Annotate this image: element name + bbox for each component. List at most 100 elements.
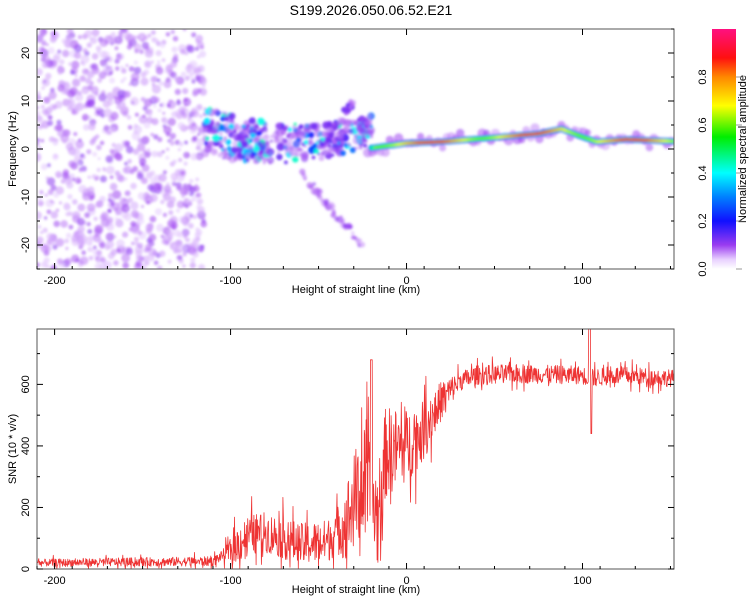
spectrogram-cell [56, 258, 64, 265]
spectrogram-cell [75, 139, 84, 149]
spectrogram-cell [42, 227, 48, 233]
spectrogram-cell [68, 224, 74, 230]
spectrogram-cell [182, 87, 189, 95]
spectrogram-cell [422, 141, 425, 144]
spectrogram-cell [95, 201, 102, 208]
spectrogram-cell [47, 47, 55, 54]
spectrogram-cell [114, 152, 123, 161]
spectrogram-cell [141, 135, 150, 144]
spectrogram-cell [149, 177, 156, 184]
spectrogram-cell [121, 29, 129, 33]
spectrogram-cell [191, 239, 200, 248]
spectrogram-cell [159, 81, 164, 86]
spectrogram-cell [75, 93, 84, 102]
spectrogram-cell [143, 260, 150, 266]
spectrogram-cell [65, 232, 72, 239]
spectrogram-cell [344, 130, 348, 135]
spectrogram-cell [87, 246, 93, 252]
spectrogram-cell [436, 140, 440, 144]
spectrogram-cell [183, 197, 191, 205]
spectrogram-cell [119, 197, 125, 203]
spectrogram-cell [92, 234, 102, 243]
spectrogram-cell [100, 257, 106, 264]
spectrogram-cell [326, 132, 330, 136]
spectrogram-cell [37, 211, 42, 220]
spectrogram-cell [398, 142, 402, 146]
spectrogram-cell [456, 128, 465, 138]
spectrogram-cell [167, 259, 172, 264]
spectrogram-cell [87, 229, 93, 234]
spectrogram-cell [96, 250, 102, 256]
spectrogram-cell [116, 104, 122, 110]
spectrogram-cell [633, 138, 636, 142]
spectrogram-cell [354, 236, 358, 240]
spectrogram-cell [536, 132, 539, 136]
spectrogram-cell [504, 135, 508, 138]
x-tick-label: -200 [44, 575, 66, 587]
spectrogram-cell [71, 211, 81, 220]
spectrogram-cell [212, 108, 220, 115]
spectrogram-cell [656, 139, 660, 143]
spectrogram-cell [159, 42, 166, 49]
spectrogram-cell [149, 215, 157, 223]
spectrogram-cell [50, 184, 57, 191]
spectrogram-cell [196, 88, 202, 94]
spectrogram-cell [280, 129, 287, 135]
x-tick-label: 0 [403, 575, 409, 587]
spectrogram-cell [476, 137, 480, 141]
spectrogram-cell [124, 190, 130, 196]
spectrogram-cell [162, 212, 168, 218]
spectrogram-cell [64, 178, 72, 185]
spectrogram-cell [643, 138, 647, 142]
spectrogram-cell [151, 118, 159, 126]
spectrogram-cell [99, 242, 106, 249]
spectrogram-cell [137, 32, 147, 42]
spectrogram-cell [130, 182, 137, 190]
spectrogram-cell [366, 113, 373, 120]
spectrogram-cell [152, 104, 157, 108]
spectrogram-cell [264, 150, 271, 156]
spectrogram-cell [163, 125, 172, 135]
spectrogram-cell [86, 149, 92, 155]
spectrogram-cell [139, 49, 144, 54]
spectrogram-cell [652, 139, 655, 142]
spectrogram-cell [155, 50, 162, 57]
spectrogram-cell [127, 158, 132, 164]
spectrogram-cell [339, 219, 345, 225]
spectrogram-cell [557, 127, 560, 131]
spectrogram-cell [184, 140, 188, 145]
spectrogram-cell [237, 152, 242, 157]
spectrogram-cell [158, 173, 167, 182]
spectrogram-cell [54, 138, 59, 143]
spectrogram-cell [145, 172, 153, 179]
snr-xlabel: Height of straight line (km) [292, 584, 420, 596]
spectrogram-cell [177, 147, 181, 152]
spectrogram-cell [181, 113, 188, 119]
spectrogram-cell [90, 81, 94, 86]
spectrogram-cell [89, 37, 93, 41]
spectrogram-cell [41, 78, 51, 87]
spectrogram-cell [151, 150, 158, 158]
spectrogram-cell [198, 264, 206, 269]
spectrogram-cell [146, 200, 150, 205]
spectrogram-cell [156, 223, 164, 232]
spectrogram-cell [163, 80, 172, 89]
spectrogram-cell [172, 35, 179, 42]
spectrogram-cell [37, 152, 42, 162]
spectrogram-cell [574, 132, 577, 136]
y-tick-label: 400 [20, 437, 32, 455]
spectrogram-cell [614, 138, 617, 142]
spectrogram-cell [591, 138, 594, 142]
spectrogram-cell [177, 231, 184, 238]
spectrogram-cell [199, 50, 207, 58]
spectrogram-cell [523, 133, 527, 137]
spectrogram-cell [355, 146, 359, 150]
spectrogram-cell [392, 143, 396, 147]
spectrogram-cell [242, 129, 248, 135]
spectrogram-cell [107, 198, 112, 202]
spectrogram-cell [343, 106, 348, 110]
spectrogram-cell [296, 137, 301, 142]
spectrogram-cell [639, 138, 643, 142]
